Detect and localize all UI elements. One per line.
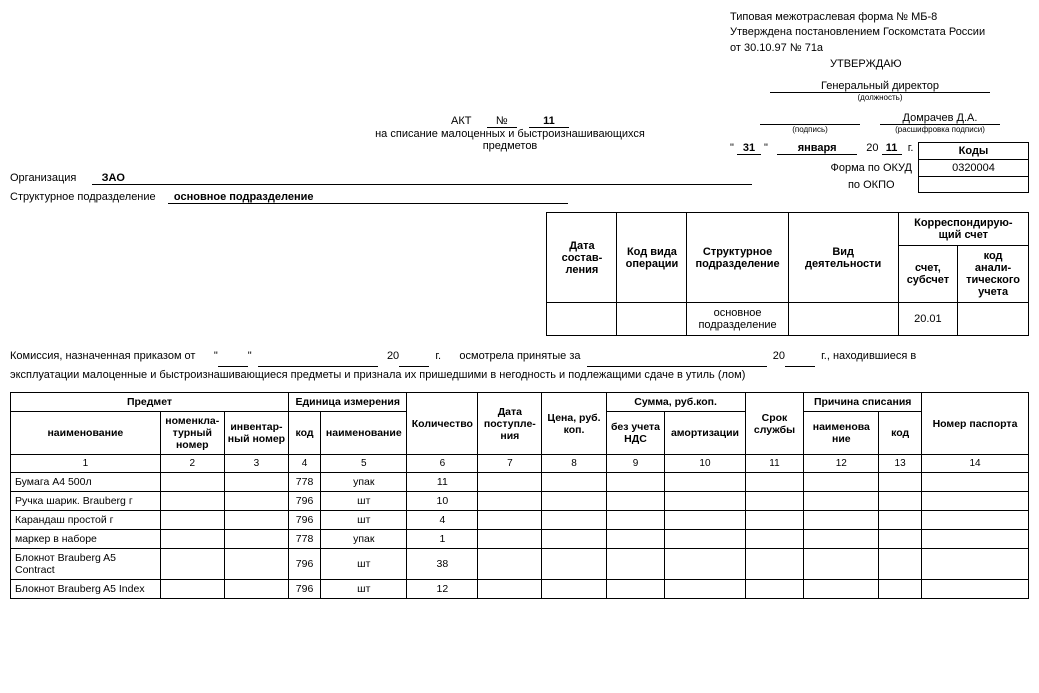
comm-day: [218, 348, 248, 367]
comm-t2: осмотрела принятые за: [459, 350, 580, 362]
main-table: Предмет Единица измерения Количество Дат…: [10, 392, 1029, 599]
th-predmet: Предмет: [11, 393, 289, 412]
form-header: Типовая межотраслевая форма № МБ-8 Утвер…: [730, 10, 1029, 56]
meta-table: Дата состав- ления Код вида операции Стр…: [546, 212, 1029, 336]
decrypt-caption: (расшифровка подписи): [880, 125, 1000, 134]
decrypt-name: Домрачев Д.А.: [880, 112, 1000, 125]
th-invnum: инвентар- ный номер: [224, 412, 288, 455]
meta-h3: Структурное подразделение: [687, 213, 788, 303]
okud-value: 0320004: [919, 160, 1029, 177]
table-row: Карандаш простой г 796шт4: [11, 511, 1029, 530]
comm-t4: эксплуатации малоценные и быстроизнашива…: [10, 369, 745, 381]
date-suffix: г.: [908, 142, 914, 154]
title-sub2: предметов: [210, 140, 810, 152]
meta-v4: [788, 303, 898, 336]
date-year: 11: [882, 142, 902, 155]
meta-h5a: счет, субсчет: [898, 246, 957, 303]
signature-block: Генеральный директор (должность) (подпис…: [730, 80, 1030, 134]
meta-h5: Корреспондирую- щий счет: [898, 213, 1028, 246]
table-row: Блокнот Brauberg A5 Index 796шт12: [11, 580, 1029, 599]
th-code: код: [289, 412, 321, 455]
approve-label: УТВЕРЖДАЮ: [830, 58, 1029, 70]
commission-text: Комиссия, назначенная приказом от " " 20…: [10, 336, 1029, 384]
org-value: ЗАО: [92, 172, 752, 185]
title-akt: АКТ: [451, 115, 471, 127]
comm-year2: [785, 348, 815, 367]
th-reason: Причина списания: [804, 393, 922, 412]
th-reason-name: наименова ние: [804, 412, 879, 455]
th-unitname: наименование: [321, 412, 407, 455]
th-sum: Сумма, руб.коп.: [606, 393, 745, 412]
meta-v5b: [958, 303, 1029, 336]
th-sum-amort: амортизации: [665, 412, 745, 455]
table-row: Бумага А4 500л 778упак11: [11, 473, 1029, 492]
comm-period: [587, 348, 767, 367]
meta-h4: Вид деятельности: [788, 213, 898, 303]
table-row: Ручка шарик. Brauberg г 796шт10: [11, 492, 1029, 511]
column-numbers: 1 2 3 4 5 6 7 8 9 10 11 12 13 14: [11, 455, 1029, 473]
date-day: 31: [737, 142, 761, 155]
title-no-label: №: [487, 115, 517, 128]
th-sum-nds: без учета НДС: [606, 412, 665, 455]
okpo-label: по ОКПО: [825, 177, 919, 193]
meta-h5b: код анали- тического учета: [958, 246, 1029, 303]
th-unit: Единица измерения: [289, 393, 407, 412]
header-line3: от 30.10.97 № 71а: [730, 41, 1029, 56]
comm-month: [258, 348, 378, 367]
th-qty: Количество: [407, 393, 478, 455]
title-block: АКТ № 11 на списание малоценных и быстро…: [210, 115, 810, 152]
meta-h1: Дата состав- ления: [547, 213, 617, 303]
comm-t1: Комиссия, назначенная приказом от: [10, 350, 195, 362]
subdiv-label: Структурное подразделение: [10, 191, 156, 203]
comm-t3: г., находившиеся в: [821, 350, 916, 362]
okud-label: Форма по ОКУД: [825, 160, 919, 177]
meta-v1: [547, 303, 617, 336]
th-reason-code: код: [879, 412, 922, 455]
th-nomnum: номенкла- турный номер: [160, 412, 224, 455]
title-sub1: на списание малоценных и быстроизнашиваю…: [210, 128, 810, 140]
header-line2: Утверждена постановлением Госкомстата Ро…: [730, 25, 1029, 40]
table-row: Блокнот Brauberg A5 Contract 796шт38: [11, 549, 1029, 580]
meta-v5a: 20.01: [898, 303, 957, 336]
date-prefix: 20: [866, 142, 878, 154]
comm-year: [399, 348, 429, 367]
signature-caption: (подпись): [760, 125, 860, 134]
th-passport: Номер паспорта: [922, 393, 1029, 455]
meta-v2: [617, 303, 687, 336]
th-price: Цена, руб. коп.: [542, 393, 606, 455]
th-name: наименование: [11, 412, 161, 455]
position-caption: (должность): [730, 93, 1030, 102]
org-label: Организация: [10, 172, 76, 184]
date-month: января: [777, 142, 857, 155]
header-line1: Типовая межотраслевая форма № МБ-8: [730, 10, 1029, 25]
position-value: Генеральный директор: [770, 80, 990, 93]
meta-h2: Код вида операции: [617, 213, 687, 303]
signature-line: [760, 112, 860, 125]
th-date: Дата поступле- ния: [478, 393, 542, 455]
okpo-value: [919, 177, 1029, 193]
table-row: маркер в наборе 778упак1: [11, 530, 1029, 549]
th-srok: Срок службы: [745, 393, 804, 455]
subdiv-value: основное подразделение: [168, 191, 568, 204]
title-no: 11: [529, 115, 569, 128]
meta-v3: основное подразделение: [687, 303, 788, 336]
codes-header: Коды: [919, 143, 1029, 160]
